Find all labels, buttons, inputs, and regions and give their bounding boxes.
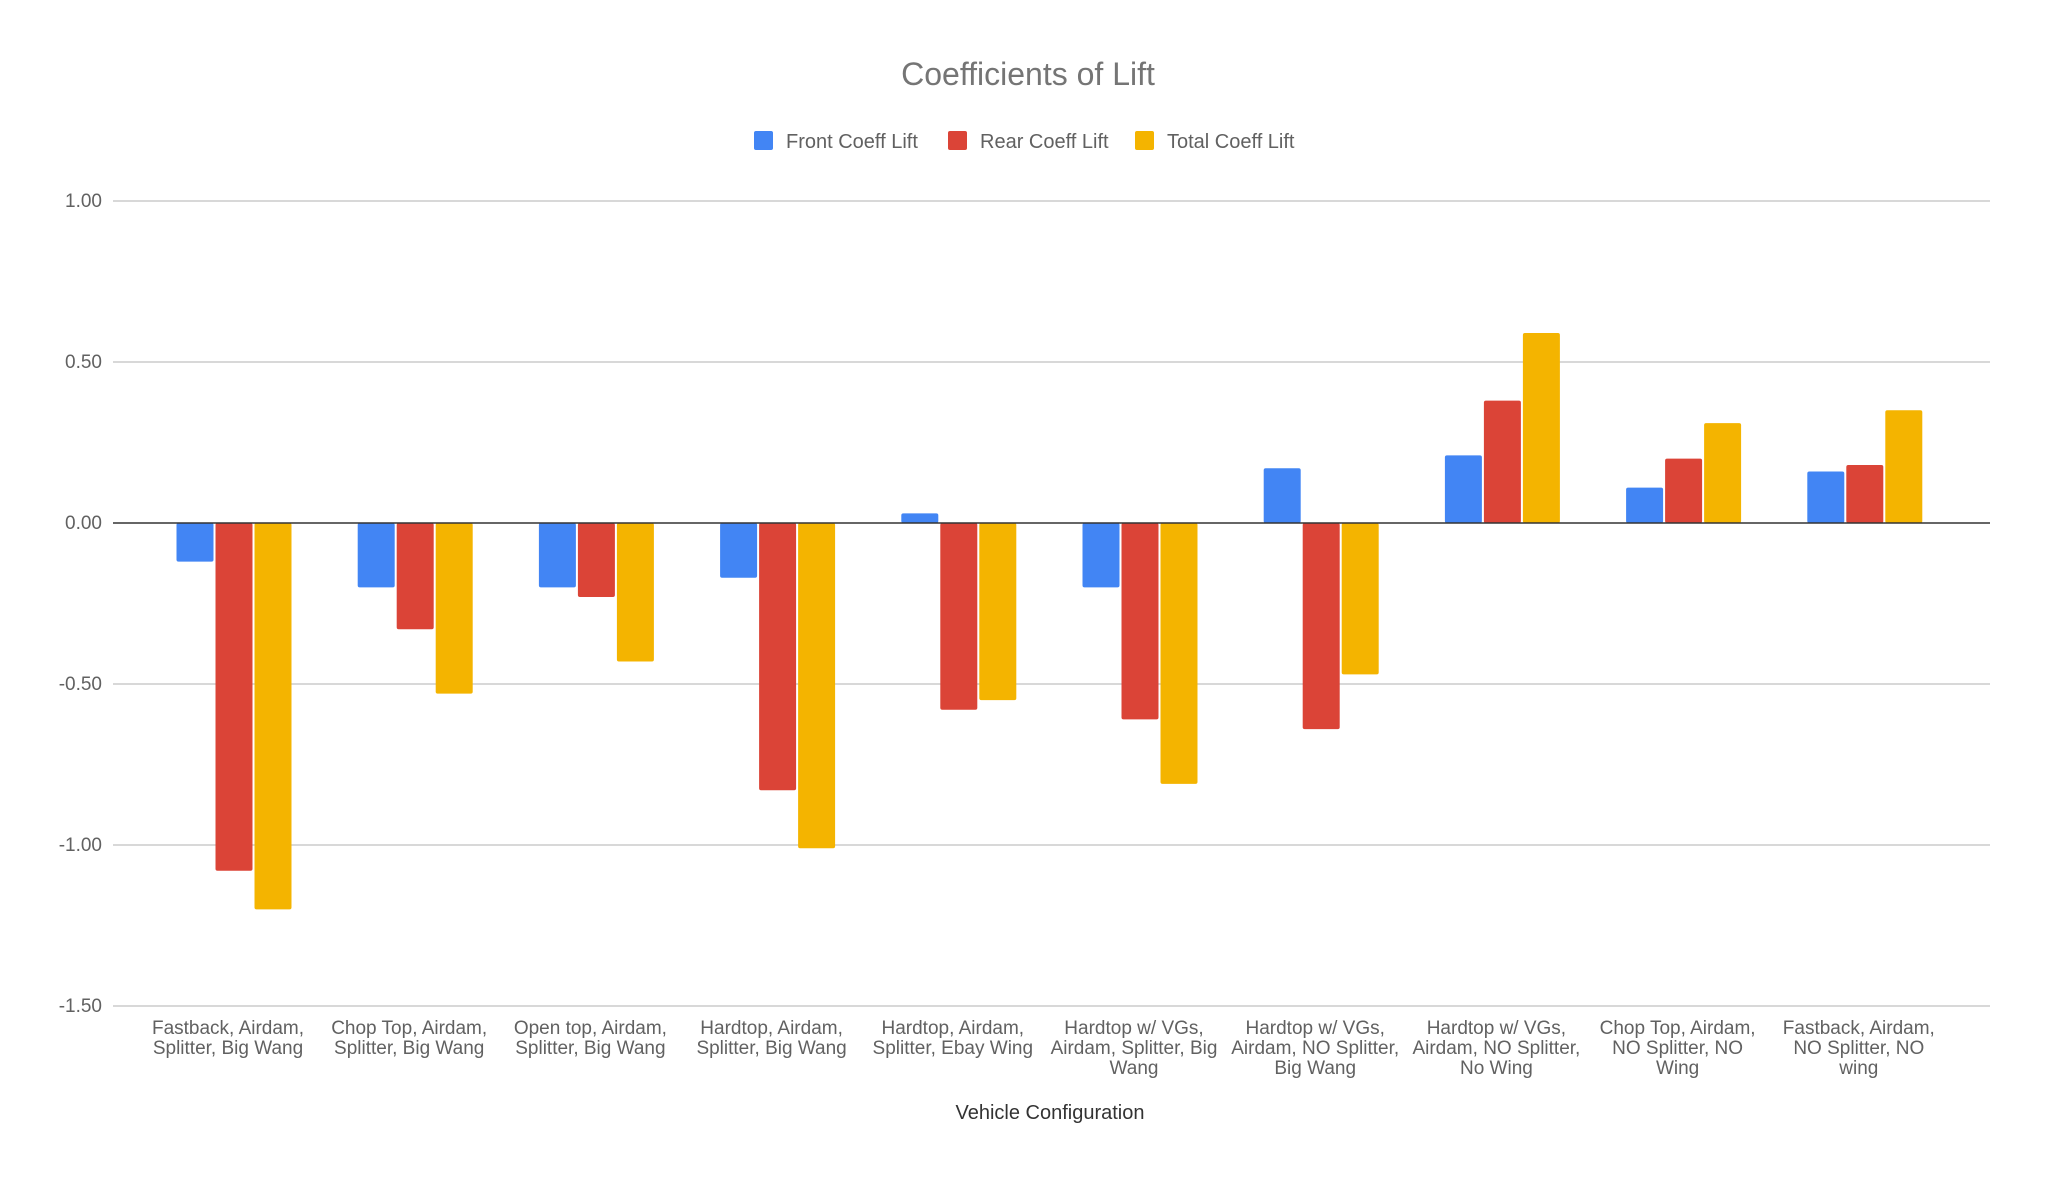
bar-group — [538, 523, 654, 662]
bar-front-coeff-lift[interactable] — [1082, 523, 1120, 588]
bar-front-coeff-lift[interactable] — [1626, 487, 1664, 523]
x-tick-label: Hardtop, Airdam, Splitter, Ebay Wing — [873, 1018, 1034, 1059]
bar-front-coeff-lift[interactable] — [1263, 468, 1301, 523]
y-tick-label: -1.00 — [59, 835, 102, 856]
bar-group — [176, 523, 292, 910]
legend-swatch — [754, 131, 773, 150]
y-axis: 1.00 0.50 0.00 -0.50 -1.00 -1.50 — [59, 191, 102, 1017]
x-axis-title: Vehicle Configuration — [955, 1102, 1144, 1124]
x-tick-label: Hardtop w/ VGs, Airdam, NO Splitter, No Wi… — [1412, 1018, 1580, 1079]
bar-group — [1626, 423, 1742, 523]
x-tick-label: Open top, Airdam, Splitter, Big Wang — [514, 1018, 667, 1059]
bar-rear-coeff-lift[interactable] — [1483, 400, 1521, 523]
bar-front-coeff-lift[interactable] — [720, 523, 758, 578]
bar-total-coeff-lift[interactable] — [1885, 410, 1923, 523]
x-tick-label: Hardtop, Airdam, Splitter, Big Wang — [696, 1018, 846, 1059]
bar-group — [720, 523, 836, 849]
bar-front-coeff-lift[interactable] — [357, 523, 395, 588]
chart-title: Coefficients of Lift — [901, 56, 1155, 92]
legend-label: Total Coeff Lift — [1167, 131, 1295, 153]
bar-rear-coeff-lift[interactable] — [1846, 465, 1884, 523]
bar-rear-coeff-lift[interactable] — [759, 523, 797, 791]
x-axis: Fastback, Airdam, Splitter, Big Wang Chop … — [152, 1018, 1935, 1079]
bar-group — [1444, 333, 1560, 523]
y-tick-label: 1.00 — [65, 191, 102, 212]
bar-total-coeff-lift[interactable] — [798, 523, 836, 849]
bar-total-coeff-lift[interactable] — [979, 523, 1017, 701]
x-tick-label: Hardtop w/ VGs, Airdam, NO Splitter, Big W… — [1231, 1018, 1399, 1079]
bar-front-coeff-lift[interactable] — [176, 523, 214, 562]
bar-rear-coeff-lift[interactable] — [1302, 523, 1340, 730]
bar-total-coeff-lift[interactable] — [1704, 423, 1742, 523]
legend: Front Coeff Lift Rear Coeff Lift Total Coe… — [754, 131, 1295, 153]
x-tick-label: Fastback, Airdam, Splitter, Big Wang — [152, 1018, 304, 1059]
bar-group — [901, 513, 1017, 710]
bar-front-coeff-lift[interactable] — [901, 513, 939, 523]
bar-group — [357, 523, 473, 694]
bar-rear-coeff-lift[interactable] — [577, 523, 615, 598]
legend-label: Rear Coeff Lift — [980, 131, 1109, 153]
x-tick-label: Chop Top, Airdam, Splitter, Big Wang — [331, 1018, 487, 1059]
legend-label: Front Coeff Lift — [786, 131, 918, 153]
x-tick-label: Chop Top, Airdam, NO Splitter, NO Wing — [1600, 1018, 1756, 1079]
bar-group — [1807, 410, 1923, 523]
legend-item[interactable]: Front Coeff Lift — [754, 131, 918, 153]
y-tick-label: -1.50 — [59, 996, 102, 1017]
y-tick-label: 0.00 — [65, 513, 102, 534]
bar-rear-coeff-lift[interactable] — [1121, 523, 1159, 720]
y-tick-label: -0.50 — [59, 674, 102, 695]
bar-front-coeff-lift[interactable] — [538, 523, 576, 588]
bar-rear-coeff-lift[interactable] — [215, 523, 253, 871]
bar-group — [1082, 523, 1198, 784]
x-tick-label: Fastback, Airdam, NO Splitter, NO wing — [1783, 1018, 1935, 1079]
bar-group — [1263, 468, 1379, 730]
bar-rear-coeff-lift[interactable] — [940, 523, 978, 710]
bar-rear-coeff-lift[interactable] — [396, 523, 434, 630]
legend-item[interactable]: Rear Coeff Lift — [948, 131, 1109, 153]
bar-total-coeff-lift[interactable] — [1160, 523, 1198, 784]
bars — [176, 333, 1923, 910]
bar-front-coeff-lift[interactable] — [1444, 455, 1482, 523]
legend-swatch — [1135, 131, 1154, 150]
bar-rear-coeff-lift[interactable] — [1665, 458, 1703, 523]
grid-lines — [113, 200, 1990, 1007]
bar-front-coeff-lift[interactable] — [1807, 471, 1845, 523]
bar-total-coeff-lift[interactable] — [435, 523, 473, 694]
x-tick-label: Hardtop w/ VGs, Airdam, Splitter, Big Wang — [1051, 1018, 1218, 1079]
bar-total-coeff-lift[interactable] — [1522, 333, 1560, 523]
bar-total-coeff-lift[interactable] — [1341, 523, 1379, 675]
legend-item[interactable]: Total Coeff Lift — [1135, 131, 1295, 153]
legend-swatch — [948, 131, 967, 150]
y-tick-label: 0.50 — [65, 352, 102, 373]
bar-total-coeff-lift[interactable] — [616, 523, 654, 662]
bar-total-coeff-lift[interactable] — [254, 523, 292, 910]
